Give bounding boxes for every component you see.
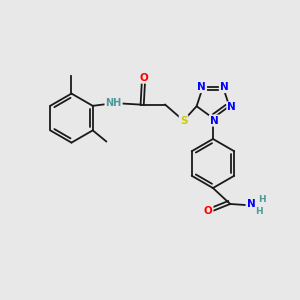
Text: N: N: [197, 82, 206, 92]
Text: H: H: [258, 195, 266, 204]
Text: O: O: [204, 206, 212, 216]
Text: N: N: [227, 103, 236, 112]
Text: NH: NH: [106, 98, 122, 108]
Text: N: N: [210, 116, 219, 126]
Text: N: N: [220, 82, 229, 92]
Text: H: H: [255, 207, 262, 216]
Text: N: N: [247, 199, 255, 209]
Text: O: O: [139, 73, 148, 82]
Text: S: S: [180, 116, 187, 126]
